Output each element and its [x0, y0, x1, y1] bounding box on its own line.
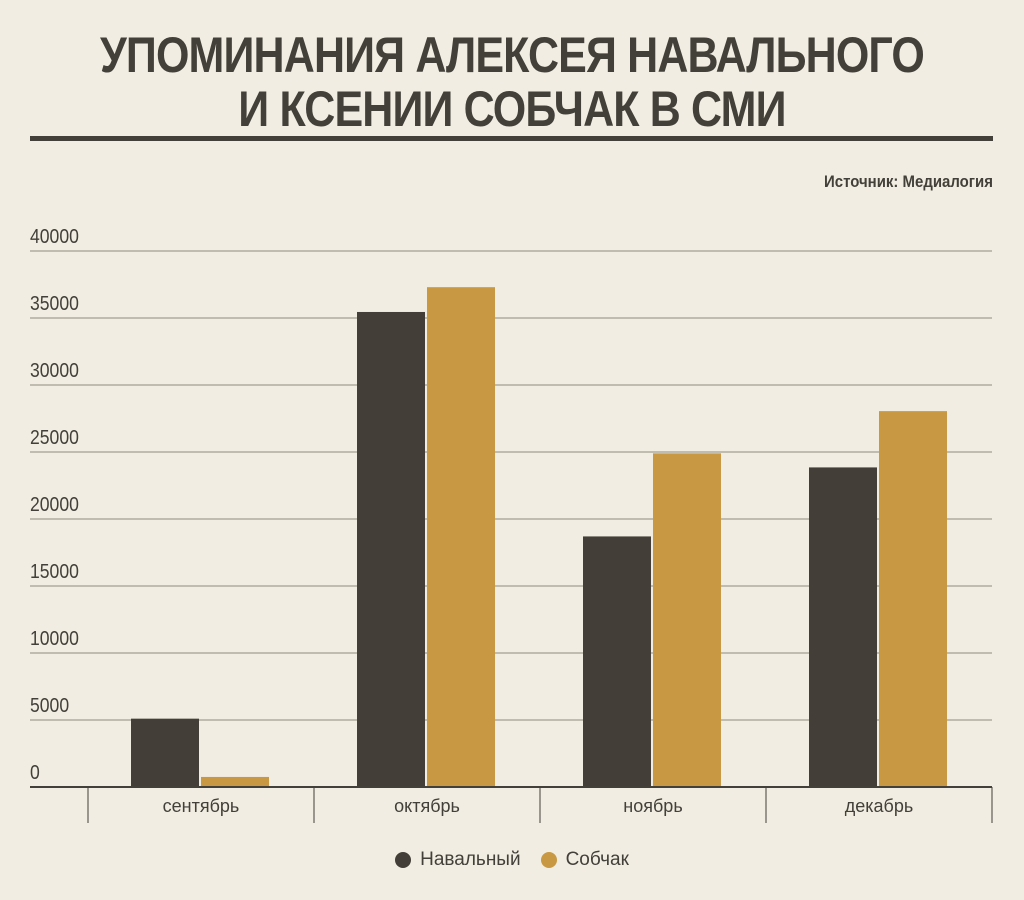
y-tick-label: 15000 — [30, 560, 79, 582]
x-tick-label: декабрь — [845, 796, 914, 816]
legend-item-navalny: Навальный — [395, 849, 521, 871]
legend-dot-icon — [395, 852, 412, 868]
bar-sobchak — [427, 287, 495, 787]
legend-label: Навальный — [420, 849, 521, 870]
chart-title: УПОМИНАНИЯ АЛЕКСЕЯ НАВАЛЬНОГО И КСЕНИИ С… — [72, 28, 953, 136]
y-tick-label: 30000 — [30, 359, 79, 381]
y-tick-label: 25000 — [30, 426, 79, 448]
bar-sobchak — [653, 453, 721, 787]
bar-navalny — [583, 536, 651, 787]
bar-navalny — [131, 718, 199, 787]
y-tick-label: 20000 — [30, 493, 79, 515]
legend-item-sobchak: Собчак — [540, 849, 629, 871]
x-tick-label: октябрь — [394, 796, 460, 816]
x-tick-label: сентябрь — [163, 796, 240, 816]
title-line-1: УПОМИНАНИЯ АЛЕКСЕЯ НАВАЛЬНОГО — [100, 27, 925, 83]
bar-sobchak — [201, 776, 269, 787]
y-tick-label: 35000 — [30, 292, 79, 314]
y-tick-label: 5000 — [30, 694, 69, 716]
y-tick-label: 10000 — [30, 627, 79, 649]
bar-navalny — [357, 311, 425, 787]
legend: Навальный Собчак — [0, 849, 1024, 871]
title-line-2: И КСЕНИИ СОБЧАК В СМИ — [238, 81, 786, 137]
source-note: Источник: Медиалогия — [824, 172, 993, 191]
y-tick-label: 40000 — [30, 225, 79, 247]
bar-sobchak — [879, 411, 947, 787]
x-tick-label: ноябрь — [623, 796, 682, 816]
legend-label: Собчак — [565, 849, 629, 870]
title-rule — [30, 136, 993, 141]
y-tick-label: 0 — [30, 761, 40, 783]
bar-navalny — [809, 467, 877, 787]
legend-dot-icon — [540, 852, 557, 868]
